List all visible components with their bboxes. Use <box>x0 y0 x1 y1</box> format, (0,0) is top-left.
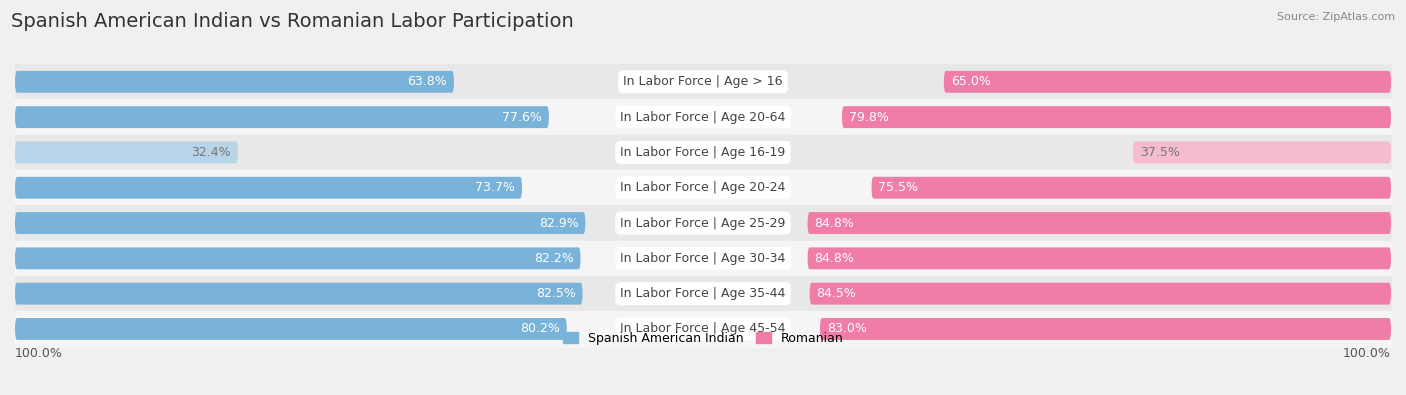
Text: 84.8%: 84.8% <box>814 216 855 229</box>
FancyBboxPatch shape <box>15 177 522 199</box>
Text: Source: ZipAtlas.com: Source: ZipAtlas.com <box>1277 12 1395 22</box>
FancyBboxPatch shape <box>810 283 1391 305</box>
Text: 84.5%: 84.5% <box>817 287 856 300</box>
Text: 83.0%: 83.0% <box>827 322 866 335</box>
FancyBboxPatch shape <box>15 71 454 93</box>
Text: 82.2%: 82.2% <box>534 252 574 265</box>
Text: 73.7%: 73.7% <box>475 181 515 194</box>
Text: In Labor Force | Age 20-24: In Labor Force | Age 20-24 <box>620 181 786 194</box>
Text: 63.8%: 63.8% <box>408 75 447 88</box>
Text: 37.5%: 37.5% <box>1140 146 1180 159</box>
FancyBboxPatch shape <box>820 318 1391 340</box>
FancyBboxPatch shape <box>807 247 1391 269</box>
Text: In Labor Force | Age 25-29: In Labor Force | Age 25-29 <box>620 216 786 229</box>
FancyBboxPatch shape <box>842 106 1391 128</box>
Text: In Labor Force | Age 30-34: In Labor Force | Age 30-34 <box>620 252 786 265</box>
Text: In Labor Force | Age 20-64: In Labor Force | Age 20-64 <box>620 111 786 124</box>
FancyBboxPatch shape <box>15 283 582 305</box>
Text: 77.6%: 77.6% <box>502 111 541 124</box>
Text: 100.0%: 100.0% <box>15 347 63 360</box>
FancyBboxPatch shape <box>943 71 1391 93</box>
FancyBboxPatch shape <box>15 212 585 234</box>
Text: 82.9%: 82.9% <box>538 216 578 229</box>
Text: 100.0%: 100.0% <box>1343 347 1391 360</box>
Text: In Labor Force | Age 45-54: In Labor Force | Age 45-54 <box>620 322 786 335</box>
Legend: Spanish American Indian, Romanian: Spanish American Indian, Romanian <box>562 332 844 345</box>
Text: 32.4%: 32.4% <box>191 146 231 159</box>
Text: In Labor Force | Age 35-44: In Labor Force | Age 35-44 <box>620 287 786 300</box>
Text: 84.8%: 84.8% <box>814 252 855 265</box>
FancyBboxPatch shape <box>15 106 548 128</box>
Text: 65.0%: 65.0% <box>950 75 991 88</box>
Text: 82.5%: 82.5% <box>536 287 575 300</box>
Text: In Labor Force | Age > 16: In Labor Force | Age > 16 <box>623 75 783 88</box>
Text: 80.2%: 80.2% <box>520 322 560 335</box>
FancyBboxPatch shape <box>15 318 567 340</box>
Text: 75.5%: 75.5% <box>879 181 918 194</box>
Text: Spanish American Indian vs Romanian Labor Participation: Spanish American Indian vs Romanian Labo… <box>11 12 574 31</box>
Text: 79.8%: 79.8% <box>849 111 889 124</box>
FancyBboxPatch shape <box>15 247 581 269</box>
FancyBboxPatch shape <box>15 141 238 164</box>
FancyBboxPatch shape <box>807 212 1391 234</box>
FancyBboxPatch shape <box>1133 141 1391 164</box>
Text: In Labor Force | Age 16-19: In Labor Force | Age 16-19 <box>620 146 786 159</box>
FancyBboxPatch shape <box>872 177 1391 199</box>
